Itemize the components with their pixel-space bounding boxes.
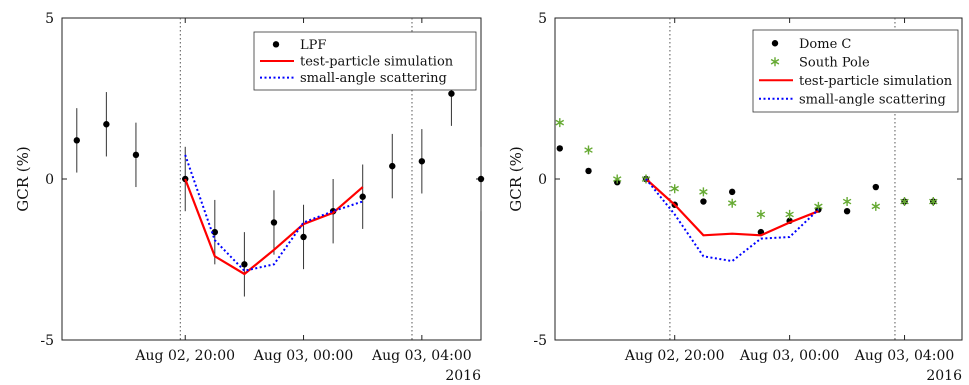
legend-label: small-angle scattering: [799, 92, 946, 107]
legend-dot-swatch: [771, 40, 779, 47]
data-point: [73, 137, 80, 144]
legend-dot-swatch: [272, 41, 280, 48]
simulation-line: [184, 178, 364, 276]
y-axis-title: GCR (%): [14, 146, 32, 211]
scattering-line: [645, 178, 820, 263]
star-point: [871, 201, 881, 211]
simulation-line: [645, 178, 819, 237]
star-point: [929, 197, 938, 206]
y-tick-label: -5: [40, 333, 54, 349]
data-point: [389, 162, 396, 170]
data-point: [300, 233, 307, 241]
data-point: [241, 261, 248, 268]
scattering-line: [184, 154, 364, 272]
legend-label: LPF: [300, 38, 326, 53]
data-point: [270, 219, 278, 226]
data-point: [728, 188, 736, 196]
star-point: [785, 209, 794, 219]
year-label: 2016: [926, 368, 962, 384]
x-tick-label: Aug 03, 04:00: [371, 348, 472, 364]
legend-box: [253, 31, 477, 91]
y-tick-label: -5: [533, 333, 547, 349]
star-point: [727, 198, 737, 208]
y-axis-title: GCR (%): [507, 146, 525, 211]
series-line: [184, 178, 364, 276]
star-point: [900, 197, 909, 206]
y-tick-label: 5: [538, 11, 547, 27]
data-point: [132, 151, 140, 159]
data-point: [872, 183, 880, 191]
data-point: [103, 121, 110, 128]
star-point: [756, 209, 766, 219]
star-point: [842, 197, 852, 206]
legend-label: Dome C: [799, 37, 851, 52]
chart-panel-2: 5 0 -5 Aug 02, 20:00 Aug 03, 00:00 Aug 03, 04…: [507, 11, 963, 384]
series-line: [645, 178, 819, 237]
legend-label: small-angle scattering: [300, 71, 447, 86]
x-tick-label: Aug 03, 00:00: [253, 348, 354, 364]
y-tick-label: 0: [45, 172, 54, 188]
star-point: [584, 145, 593, 155]
data-point: [211, 228, 219, 236]
data-point: [556, 145, 563, 152]
series-dotted: [184, 154, 364, 272]
x-tick-label: Aug 03, 04:00: [854, 348, 955, 364]
legend: Dome C South Pole test-particle simulation…: [752, 29, 959, 113]
y-tick-label: 5: [45, 11, 54, 27]
x-tick-label: Aug 02, 20:00: [134, 348, 235, 364]
series-star: [555, 118, 938, 219]
data-point: [585, 167, 592, 175]
data-point: [843, 208, 851, 215]
data-point: [700, 198, 707, 205]
series-dotted: [645, 178, 820, 263]
star-point: [555, 118, 565, 128]
data-point: [418, 158, 426, 165]
x-tick-label: Aug 02, 20:00: [624, 348, 725, 364]
data-point: [448, 90, 455, 97]
legend-label: South Pole: [799, 55, 870, 70]
legend-star-swatch: [770, 57, 780, 67]
star-point: [699, 187, 708, 197]
legend-label: test-particle simulation: [300, 55, 454, 70]
star-point: [670, 184, 679, 194]
star-point: [612, 174, 622, 184]
data-point: [359, 193, 366, 200]
series-errorbar: [73, 61, 485, 297]
x-tick-label: Aug 03, 00:00: [739, 348, 840, 364]
data-point: [477, 175, 485, 183]
series-dot: [556, 145, 937, 236]
legend-label: test-particle simulation: [799, 74, 953, 89]
y-tick-label: 0: [538, 172, 547, 188]
star-point: [814, 201, 823, 211]
year-label: 2016: [445, 368, 481, 384]
chart-panel-1: 5 0 -5 Aug 02, 20:00 Aug 03, 00:00 Aug 03, 04…: [14, 11, 485, 384]
